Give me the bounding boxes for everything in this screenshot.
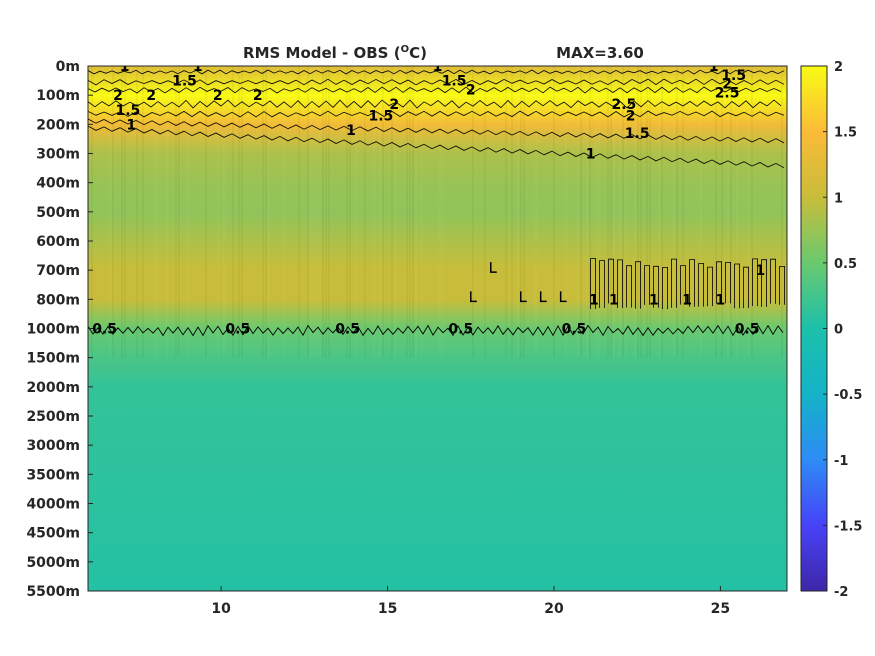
colorbar-axis: 2 1.5 1 0.5 0 -0.5 -1 -1.5 -2 (823, 60, 862, 600)
contour-label: 1 (193, 59, 203, 75)
colorbar-tick-label: 0.5 (834, 257, 857, 272)
x-tick-label: 15 (378, 601, 397, 617)
contour-label: 1 (716, 292, 726, 308)
contour-label: 0.5 (448, 322, 473, 338)
contour-label: 0.5 (562, 322, 587, 338)
contour-label: 1 (126, 117, 136, 133)
contour-label: 1.5 (368, 109, 393, 125)
colorbar-tick-label: -0.5 (834, 388, 862, 403)
y-tick-label: 4500m (26, 526, 80, 542)
contour-label: 0.5 (225, 322, 250, 338)
y-axis: 0m 100m 200m 300m 400m 500m 600m 700m 800m 1000m 1… (26, 59, 93, 600)
y-tick-label: 400m (36, 176, 80, 192)
y-tick-label: 1500m (26, 351, 80, 367)
contour-label: 1 (589, 292, 599, 308)
contour-label: 1 (433, 59, 443, 75)
contour-label: 1 (709, 59, 719, 75)
y-tick-label: 4000m (26, 497, 80, 513)
max-label: MAX=3.60 (556, 44, 644, 62)
colorbar-tick-label: 1 (834, 191, 843, 206)
contour-label: 0.5 (735, 322, 760, 338)
contour-label: 1 (120, 59, 130, 75)
contour-label: 1 (649, 292, 659, 308)
y-tick-label: 700m (36, 263, 80, 279)
y-tick-label: 800m (36, 292, 80, 308)
colorbar-tick-label: -1 (834, 454, 848, 469)
contour-label: 1.5 (625, 126, 650, 142)
colorbar-tick-label: 0 (834, 323, 843, 338)
contour-label: 2.5 (611, 97, 636, 113)
contour-label: 2 (466, 82, 476, 98)
contour-label: 2 (626, 109, 636, 125)
contour-label: 1.5 (115, 103, 140, 119)
y-tick-label: 600m (36, 234, 80, 250)
colorbar (800, 65, 828, 592)
y-tick-label: 5000m (26, 555, 80, 571)
colorbar-tick-label: -2 (834, 585, 848, 600)
x-tick-label: 20 (544, 601, 564, 617)
y-tick-label: 0m (56, 59, 80, 75)
contour-label: 1 (756, 263, 766, 279)
y-tick-label: 3000m (26, 438, 80, 454)
y-tick-label: 100m (36, 88, 80, 104)
x-axis: 10 15 20 25 (211, 586, 730, 617)
colorbar-tick-label: -1.5 (834, 519, 862, 534)
contour-label: 2 (253, 88, 263, 104)
y-tick-label: 200m (36, 117, 80, 133)
contour-label: 1 (682, 292, 692, 308)
y-tick-label: 2500m (26, 409, 80, 425)
contour-lines (88, 69, 785, 337)
contour-label: 1 (346, 123, 356, 139)
contour-label: 0.5 (92, 322, 117, 338)
contour-label: 1 (609, 292, 619, 308)
contour-label: 1.5 (721, 68, 746, 84)
chart-title: RMS Model - OBS (OC) (243, 44, 427, 62)
contour-label: 2 (389, 97, 399, 113)
y-tick-label: 300m (36, 147, 80, 163)
contour-label: 0.5 (335, 322, 360, 338)
colorbar-tick-label: 1.5 (834, 126, 857, 141)
contour-label: 1.5 (172, 74, 197, 90)
y-tick-label: 2000m (26, 380, 80, 396)
x-tick-label: 25 (711, 601, 730, 617)
contour-label: 2 (722, 77, 732, 93)
y-tick-label: 3500m (26, 467, 80, 483)
y-tick-label: 500m (36, 205, 80, 221)
contour-label: 1 (586, 147, 596, 163)
colorbar-tick-label: 2 (834, 60, 843, 75)
y-tick-label: 1000m (26, 322, 80, 338)
contour-label: 2 (213, 88, 223, 104)
contour-label: 1.5 (442, 74, 467, 90)
contour-label: 2.5 (715, 85, 740, 101)
contour-label: 2 (113, 88, 123, 104)
x-tick-label: 10 (211, 601, 231, 617)
y-tick-label: 5500m (26, 584, 80, 600)
contour-label: 2 (146, 88, 156, 104)
